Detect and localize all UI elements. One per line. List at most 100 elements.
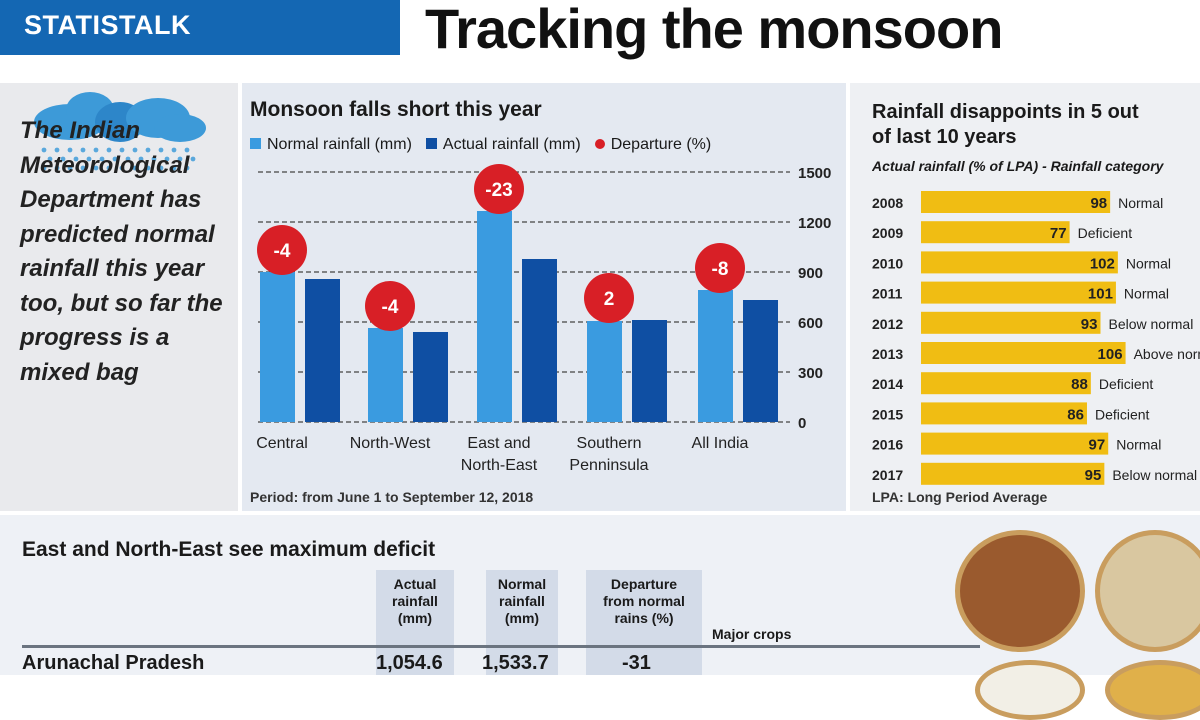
- departure-marker: [365, 281, 415, 331]
- year-bar: [921, 372, 1091, 395]
- category-label: Normal: [1124, 286, 1169, 302]
- year-bar: [921, 342, 1126, 364]
- raindrop: [80, 147, 86, 153]
- bar-value: 86: [1067, 406, 1084, 423]
- y-tick-label: 1500: [798, 165, 831, 182]
- yearly-note: LPA: Long Period Average: [872, 489, 1048, 505]
- legend-normal: Normal rainfall (mm): [250, 136, 412, 154]
- raindrop: [73, 156, 79, 162]
- departure-label: 2: [604, 289, 615, 310]
- raindrop: [54, 147, 60, 153]
- grain-bowl-image: [975, 660, 1085, 720]
- raindrop: [93, 165, 99, 171]
- bar-normal: [698, 290, 733, 422]
- raindrop: [151, 156, 157, 162]
- year-label: 2012: [872, 316, 903, 332]
- bar-value: 101: [1088, 286, 1113, 303]
- raindrop: [138, 156, 144, 162]
- raindrop: [164, 156, 170, 162]
- year-bar: [921, 311, 1101, 334]
- bar-value: 106: [1098, 346, 1123, 363]
- bar-actual: [305, 279, 340, 422]
- departure-label: -8: [712, 259, 729, 280]
- legend-departure: Departure (%): [594, 136, 711, 154]
- year-label: 2014: [872, 376, 903, 392]
- year-bar: [921, 402, 1087, 425]
- grain-bowl-image: [955, 530, 1085, 652]
- col-departure: Departure from normal rains (%): [586, 570, 702, 675]
- x-tick-label: All India: [692, 435, 749, 452]
- bar-normal: [260, 272, 295, 422]
- year-label: 2016: [872, 437, 903, 453]
- chart-legend: Normal rainfall (mm) Actual rainfall (mm…: [250, 136, 711, 154]
- raindrop: [132, 165, 138, 171]
- col-actual: Actual rainfall (mm): [376, 570, 454, 675]
- y-tick-label: 600: [798, 315, 823, 332]
- departure-marker: [584, 273, 634, 323]
- grain-bowl-image: [1095, 530, 1200, 652]
- y-tick-label: 300: [798, 365, 823, 382]
- departure-marker: [695, 243, 745, 293]
- raindrop: [106, 147, 112, 153]
- bar-value: 102: [1090, 255, 1115, 272]
- raindrop: [184, 147, 190, 153]
- raindrop: [145, 165, 151, 171]
- raindrop: [99, 156, 105, 162]
- departure-label: -23: [485, 180, 512, 201]
- category-label: Above normal: [1134, 346, 1200, 362]
- bar-normal: [477, 211, 512, 422]
- raindrop: [119, 147, 125, 153]
- yearly-title: Rainfall disappoints in 5 out of last 10…: [872, 101, 1139, 148]
- raindrop: [54, 165, 60, 171]
- row-normal: 1,533.7: [482, 652, 549, 674]
- chart-title: Monsoon falls short this year: [250, 98, 542, 121]
- year-label: 2009: [872, 225, 903, 241]
- x-tick-label: Southern: [577, 435, 642, 452]
- raindrop: [171, 147, 177, 153]
- category-label: Below normal: [1112, 467, 1197, 483]
- raindrop: [41, 147, 47, 153]
- bar-value: 97: [1089, 437, 1106, 454]
- year-label: 2008: [872, 195, 903, 211]
- page-title: Tracking the monsoon: [425, 0, 1003, 60]
- year-bar: [921, 462, 1105, 485]
- raindrop: [158, 165, 164, 171]
- table-title: East and North-East see maximum deficit: [22, 538, 436, 561]
- departure-label: -4: [274, 241, 291, 262]
- year-bar: [921, 191, 1111, 213]
- yearly-subtitle: Actual rainfall (% of LPA) - Rainfall ca…: [872, 158, 1164, 174]
- year-bar: [921, 432, 1109, 455]
- departure-marker: [257, 225, 307, 275]
- col-crops: Major crops: [712, 626, 792, 642]
- raindrop: [119, 165, 125, 171]
- year-bar: [921, 281, 1116, 304]
- monsoon-bar-chart: 0 300 600 900 1200 1500 -4 Central -4 North-West -…: [256, 164, 831, 474]
- legend-actual: Actual rainfall (mm): [425, 136, 581, 154]
- raindrop: [184, 165, 190, 171]
- raindrop: [158, 147, 164, 153]
- intro-panel: [0, 83, 238, 511]
- y-tick-label: 1200: [798, 215, 831, 232]
- raindrop: [112, 156, 118, 162]
- bar-actual: [522, 259, 557, 422]
- raindrop: [190, 156, 196, 162]
- y-tick-label: 0: [798, 415, 806, 432]
- category-label: Deficient: [1095, 406, 1150, 422]
- bar-value: 98: [1090, 195, 1107, 212]
- year-label: 2010: [872, 255, 903, 271]
- bar-value: 77: [1050, 225, 1067, 242]
- category-label: Below normal: [1108, 316, 1193, 332]
- category-label: Normal: [1118, 195, 1163, 211]
- bar-value: 95: [1085, 467, 1102, 484]
- raindrop: [60, 156, 66, 162]
- raindrop: [67, 147, 73, 153]
- x-tick-label: Central: [256, 435, 308, 452]
- category-label: Deficient: [1078, 225, 1133, 241]
- raindrop: [171, 165, 177, 171]
- bar-actual: [413, 332, 448, 422]
- category-label: Normal: [1126, 255, 1171, 271]
- raindrop: [67, 165, 73, 171]
- year-label: 2011: [872, 286, 903, 302]
- x-tick-label: North-East: [461, 457, 538, 474]
- raindrop: [47, 156, 53, 162]
